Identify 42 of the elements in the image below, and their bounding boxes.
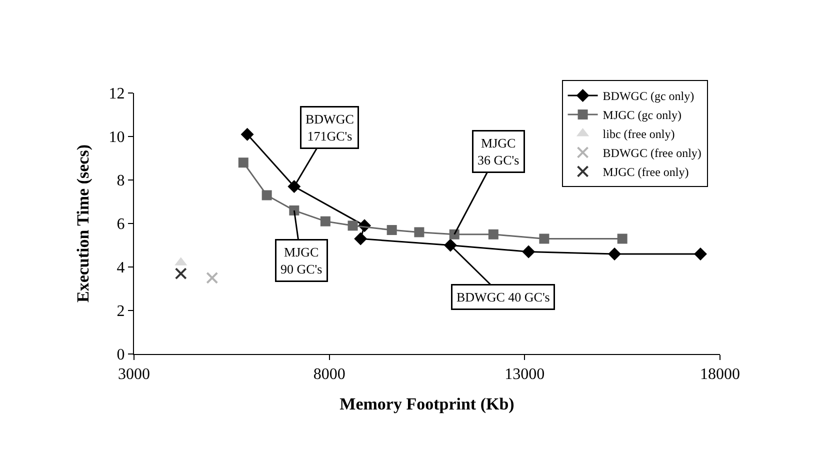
point xyxy=(262,190,272,200)
annotation: MJGC 36 GC's xyxy=(478,136,520,168)
x-axis-title: Memory Footprint (Kb) xyxy=(340,394,514,414)
point xyxy=(414,227,424,238)
x-tick-label: 3000 xyxy=(118,366,150,384)
point xyxy=(444,238,457,252)
point xyxy=(449,229,460,240)
point xyxy=(522,245,536,258)
y-tick-label: 4 xyxy=(116,260,125,277)
point xyxy=(694,247,707,260)
point xyxy=(289,205,300,216)
y-tick-label: 12 xyxy=(108,86,125,103)
point xyxy=(206,272,218,284)
point xyxy=(174,268,187,280)
point xyxy=(539,234,550,244)
point xyxy=(608,247,622,260)
x-tick-label: 18000 xyxy=(700,366,740,384)
point xyxy=(348,220,358,231)
point xyxy=(617,234,628,244)
y-tick-label: 8 xyxy=(116,172,125,190)
y-tick-label: 6 xyxy=(116,216,125,234)
annotation: BDWGC 40 GC's xyxy=(456,290,550,304)
x-tick-label: 8000 xyxy=(313,366,346,384)
y-tick-label: 0 xyxy=(116,346,125,364)
point xyxy=(488,229,498,240)
legend-label: BDWGC (free only) xyxy=(602,146,702,160)
legend-label: BDWGC (gc only) xyxy=(602,89,694,104)
y-tick-label: 2 xyxy=(116,303,125,320)
y-axis-title: Execution Time (secs) xyxy=(73,144,92,303)
legend-label: MJGC (gc only) xyxy=(602,108,682,122)
point xyxy=(238,158,248,168)
x-tick-label: 13000 xyxy=(504,366,545,384)
point xyxy=(354,232,368,246)
point xyxy=(386,225,397,236)
annotation: BDWGC 171GC's xyxy=(306,112,354,144)
legend-label: libc (free only) xyxy=(602,127,675,142)
point xyxy=(320,216,330,226)
point xyxy=(288,180,301,194)
legend-label: MJGC (free only) xyxy=(602,165,689,180)
y-tick-label: 10 xyxy=(108,129,125,146)
point xyxy=(240,128,254,141)
annotation: MJGC 90 GC's xyxy=(280,244,322,276)
